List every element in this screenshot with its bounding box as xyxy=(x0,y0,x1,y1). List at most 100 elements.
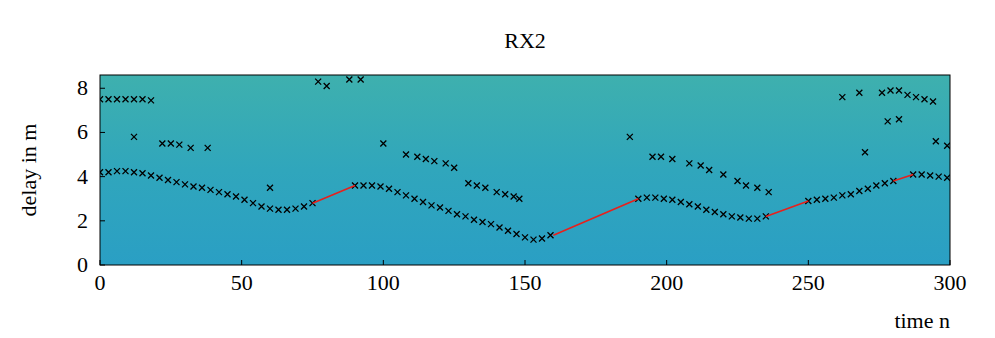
detection-marker xyxy=(199,185,205,191)
detection-marker xyxy=(123,168,129,174)
detection-marker xyxy=(927,173,933,179)
detection-marker xyxy=(516,196,522,202)
detection-marker xyxy=(831,195,837,201)
detection-marker xyxy=(488,221,494,227)
chart: 05010015020025030002468RX2time ndelay in… xyxy=(0,0,995,338)
detection-marker xyxy=(627,134,633,140)
x-axis-title: time n xyxy=(894,308,950,333)
x-tick-label: 300 xyxy=(934,270,967,295)
detection-marker xyxy=(873,182,879,188)
detection-marker xyxy=(205,145,211,151)
detection-marker xyxy=(661,196,667,202)
detection-marker xyxy=(686,160,692,166)
detection-marker xyxy=(157,175,163,181)
y-tick-label: 0 xyxy=(77,252,88,277)
detection-marker xyxy=(862,149,868,155)
detection-marker xyxy=(361,182,367,188)
detection-marker xyxy=(944,143,950,149)
detection-marker xyxy=(403,192,409,198)
detection-marker xyxy=(888,87,894,93)
y-axis-title: delay in m xyxy=(16,124,41,217)
detection-marker xyxy=(267,206,273,212)
detection-marker xyxy=(191,184,197,190)
y-tick xyxy=(100,220,105,221)
detection-marker xyxy=(168,140,174,146)
detection-marker xyxy=(324,83,330,89)
detection-marker xyxy=(497,224,503,230)
detection-marker xyxy=(159,140,165,146)
detection-marker xyxy=(451,165,457,171)
detection-marker xyxy=(301,203,307,209)
detection-marker xyxy=(114,168,120,174)
detection-marker xyxy=(148,173,154,179)
detection-marker xyxy=(913,94,919,100)
detection-marker xyxy=(463,213,469,219)
detection-marker xyxy=(686,201,692,207)
detection-marker xyxy=(114,96,120,102)
x-tick xyxy=(241,260,242,265)
detection-marker xyxy=(140,170,146,176)
detection-marker xyxy=(531,237,537,243)
detection-marker xyxy=(446,208,452,214)
detection-marker xyxy=(242,197,248,203)
x-tick-label: 0 xyxy=(95,270,106,295)
detection-marker xyxy=(658,154,664,160)
detection-marker xyxy=(919,171,925,177)
x-tick-label: 150 xyxy=(509,270,542,295)
x-tick xyxy=(666,260,667,265)
x-tick xyxy=(525,260,526,265)
detection-marker xyxy=(148,97,154,103)
detection-marker xyxy=(480,219,486,225)
plot-marks xyxy=(100,76,950,242)
detection-marker xyxy=(423,156,429,162)
detection-marker xyxy=(267,185,273,191)
detection-marker xyxy=(695,203,701,209)
detection-marker xyxy=(358,76,364,82)
detection-marker xyxy=(936,174,942,180)
detection-marker xyxy=(896,87,902,93)
detection-marker xyxy=(539,235,545,241)
detection-marker xyxy=(378,184,384,190)
detection-marker xyxy=(443,160,449,166)
detection-marker xyxy=(131,96,137,102)
x-tick-label: 250 xyxy=(792,270,825,295)
plot-background xyxy=(100,75,950,265)
detection-marker xyxy=(669,197,675,203)
detection-marker xyxy=(882,180,888,186)
detection-marker xyxy=(669,156,675,162)
detection-marker xyxy=(720,171,726,177)
detection-marker xyxy=(403,152,409,158)
detection-marker xyxy=(650,154,656,160)
detection-marker xyxy=(737,215,743,221)
detection-marker xyxy=(706,167,712,173)
detection-marker xyxy=(856,90,862,96)
detection-marker xyxy=(522,234,528,240)
detection-marker xyxy=(276,207,282,213)
detection-marker xyxy=(225,191,231,197)
detection-marker xyxy=(746,216,752,222)
y-tick-label: 4 xyxy=(77,164,88,189)
detection-marker xyxy=(380,140,386,146)
detection-marker xyxy=(259,203,265,209)
detection-marker xyxy=(930,99,936,105)
detection-marker xyxy=(944,175,950,181)
detection-marker xyxy=(839,94,845,100)
detection-marker xyxy=(848,191,854,197)
detection-marker xyxy=(454,211,460,217)
y-tick-label: 6 xyxy=(77,119,88,144)
detection-marker xyxy=(174,179,180,185)
detection-marker xyxy=(474,182,480,188)
title: RX2 xyxy=(504,28,546,53)
y-tick xyxy=(100,176,105,177)
detection-marker xyxy=(465,180,471,186)
detection-marker xyxy=(182,181,188,187)
detection-marker xyxy=(720,211,726,217)
detection-marker xyxy=(879,90,885,96)
detection-marker xyxy=(165,177,171,183)
detection-marker xyxy=(131,134,137,140)
detection-marker xyxy=(369,182,375,188)
detection-marker xyxy=(176,142,182,148)
detection-marker xyxy=(386,186,392,192)
detection-marker xyxy=(896,116,902,122)
detection-marker xyxy=(471,217,477,223)
